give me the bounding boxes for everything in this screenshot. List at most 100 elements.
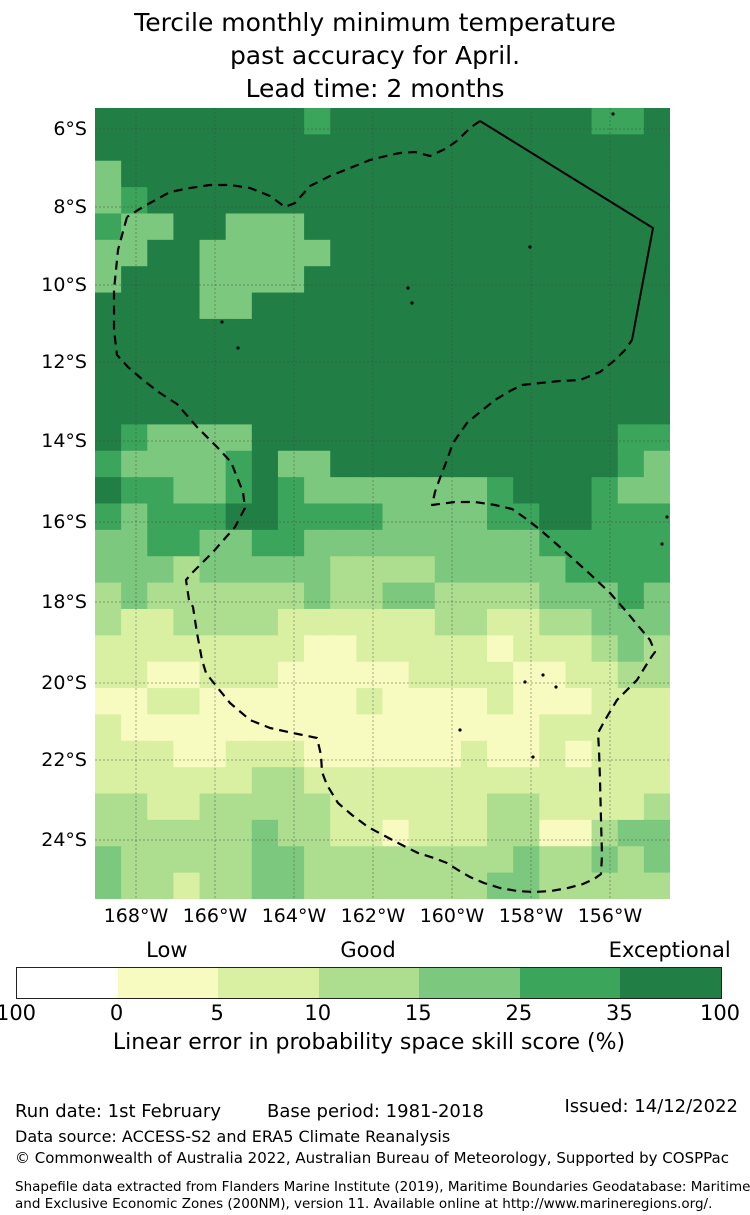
heatmap-cell [643, 345, 670, 373]
heatmap-cell [251, 688, 279, 716]
heatmap-cell [121, 398, 148, 425]
heatmap-cell [173, 213, 201, 241]
heatmap-cell [277, 318, 305, 346]
heatmap-cell [434, 872, 462, 899]
heatmap-cell [460, 318, 488, 346]
heatmap-cell [434, 793, 462, 821]
colorbar-category-label: Low [146, 938, 188, 962]
heatmap-cell [408, 477, 436, 505]
heatmap-cell [95, 450, 122, 478]
heatmap-cell [121, 108, 148, 135]
heatmap-cell [330, 714, 357, 742]
heatmap-cell [121, 872, 148, 899]
heatmap-cell [565, 108, 593, 135]
heatmap-cell [643, 714, 670, 742]
heatmap-cell [121, 740, 148, 768]
heatmap-cell [565, 450, 593, 478]
heatmap-cell [356, 292, 384, 320]
heatmap-cell [643, 292, 670, 320]
heatmap-cell [617, 793, 645, 821]
heatmap-cell [251, 371, 279, 399]
eez-boundary-solid [479, 120, 655, 341]
heatmap-cell [173, 503, 201, 531]
heatmap-cell [591, 556, 619, 584]
heatmap-cell [121, 635, 148, 663]
lon-tick-label: 168°W [103, 905, 169, 927]
heatmap-cell [173, 635, 201, 663]
heatmap-cell [643, 556, 670, 584]
heatmap-cell [121, 819, 148, 847]
heatmap-cell [330, 450, 357, 478]
lon-tick-label: 162°W [340, 905, 406, 927]
heatmap-cell [434, 503, 462, 531]
heatmap-cell [487, 767, 514, 795]
heatmap-cell [565, 318, 593, 346]
heatmap-cell [643, 767, 670, 795]
heatmap-cell [617, 160, 645, 188]
heatmap-cell [408, 345, 436, 373]
heatmap-cell [147, 450, 175, 478]
heatmap-cell [251, 424, 279, 452]
heatmap-cell [225, 767, 253, 795]
heatmap-cell [199, 160, 227, 188]
island-dot [531, 755, 535, 759]
heatmap-cell [304, 345, 331, 373]
figure-title-line2: past accuracy for April. [229, 41, 521, 70]
heatmap-cell [617, 819, 645, 847]
heatmap-cell [487, 450, 514, 478]
heatmap-cell [460, 714, 488, 742]
colorbar-segment [117, 968, 219, 998]
heatmap-cell [382, 477, 410, 505]
heatmap-cell [277, 688, 305, 716]
heatmap-cell [225, 714, 253, 742]
heatmap-cell [382, 740, 410, 768]
heatmap-cell [434, 160, 462, 188]
heatmap-cell [225, 398, 253, 425]
heatmap-cell [539, 134, 567, 162]
heatmap-cell [460, 424, 488, 452]
heatmap-cell [330, 160, 357, 188]
heatmap-cell [591, 740, 619, 768]
heatmap-cell [277, 345, 305, 373]
heatmap-cell [434, 714, 462, 742]
heatmap-cell [591, 239, 619, 267]
heatmap-cell [277, 266, 305, 294]
copyright-text: © Commonwealth of Australia 2022, Austra… [15, 1149, 729, 1167]
heatmap-cell [199, 872, 227, 899]
heatmap-cell [591, 187, 619, 215]
heatmap-cell [565, 872, 593, 899]
heatmap-cell [382, 292, 410, 320]
heatmap-cell [330, 872, 357, 899]
heatmap-cell [173, 767, 201, 795]
colorbar-category-label: Good [340, 938, 396, 962]
heatmap-cell [147, 688, 175, 716]
heatmap-cell [330, 424, 357, 452]
heatmap-cell [199, 292, 227, 320]
heatmap-cell [147, 345, 175, 373]
heatmap-cell [95, 424, 122, 452]
heatmap-cell [95, 371, 122, 399]
heatmap-cell [539, 556, 567, 584]
heatmap-cell [487, 345, 514, 373]
heatmap-cell [539, 740, 567, 768]
heatmap-cell [173, 239, 201, 267]
heatmap-cell [304, 872, 331, 899]
heatmap-cell [434, 187, 462, 215]
figure-title-line1: Tercile monthly minimum temperature [134, 8, 616, 37]
lat-tick-label: 18°S [41, 591, 87, 613]
heatmap-cell [513, 450, 540, 478]
heatmap-cell [539, 477, 567, 505]
heatmap-cell [251, 108, 279, 135]
lat-tick-label: 8°S [53, 196, 87, 218]
heatmap-cell [382, 688, 410, 716]
heatmap-cell [199, 582, 227, 610]
heatmap-cell [513, 529, 540, 557]
heatmap-cell [225, 424, 253, 452]
heatmap-cell [513, 714, 540, 742]
heatmap-cell [408, 556, 436, 584]
heatmap-cell [408, 767, 436, 795]
heatmap-cell [330, 266, 357, 294]
heatmap-cell [513, 477, 540, 505]
island-dot [660, 542, 664, 546]
